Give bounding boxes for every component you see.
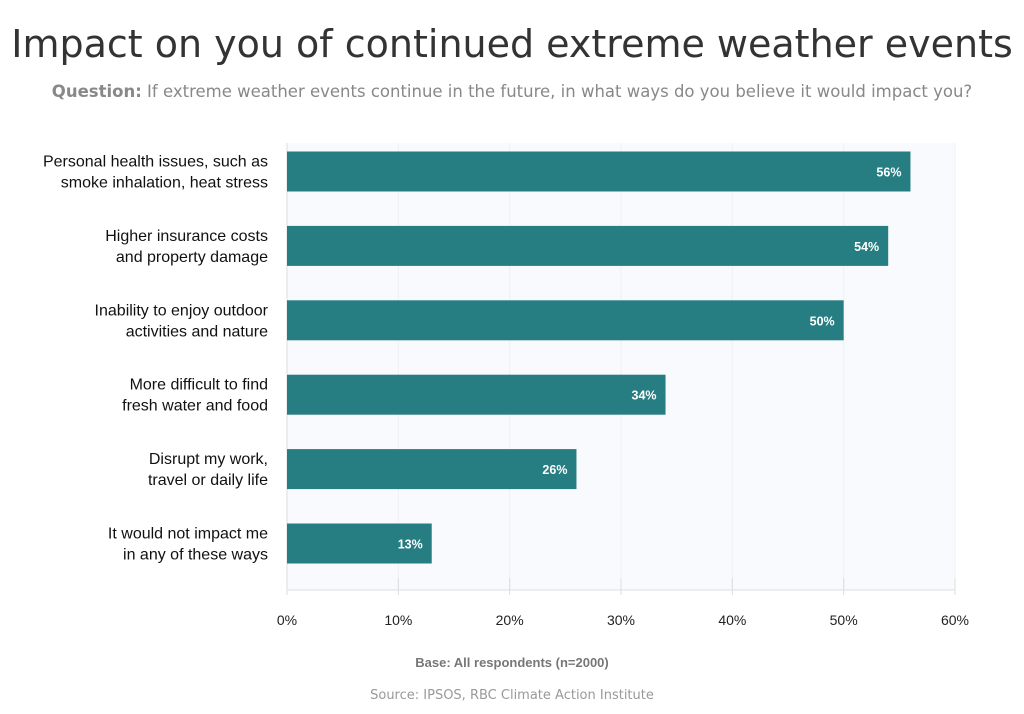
- bar: [287, 449, 577, 490]
- data-label: 13%: [398, 538, 423, 552]
- category-label: and property damage: [116, 249, 268, 266]
- x-tick-label: 20%: [496, 612, 524, 628]
- base-note: Base: All respondents (n=2000): [415, 655, 609, 670]
- category-label: smoke inhalation, heat stress: [61, 175, 268, 192]
- x-tick-label: 50%: [830, 612, 858, 628]
- bar: [287, 523, 432, 564]
- data-label: 56%: [876, 166, 901, 180]
- category-label: activities and nature: [126, 323, 268, 340]
- category-label: More difficult to find: [130, 377, 268, 394]
- x-tick-label: 60%: [941, 612, 969, 628]
- bar: [287, 225, 889, 266]
- subtitle-prefix: Question:: [51, 82, 142, 101]
- x-tick-label: 40%: [718, 612, 746, 628]
- bar: [287, 300, 844, 341]
- x-tick-label: 10%: [384, 612, 412, 628]
- data-label: 26%: [542, 463, 567, 477]
- chart-title: Impact on you of continued extreme weath…: [11, 22, 1013, 66]
- x-tick-label: 30%: [607, 612, 635, 628]
- bar: [287, 151, 911, 192]
- data-label: 34%: [632, 389, 657, 403]
- category-label: fresh water and food: [122, 398, 268, 415]
- data-label: 54%: [854, 240, 879, 254]
- category-label: Inability to enjoy outdoor: [95, 302, 269, 319]
- category-label: Disrupt my work,: [149, 451, 268, 468]
- subtitle-text: If extreme weather events continue in th…: [141, 82, 973, 101]
- category-label: travel or daily life: [148, 472, 268, 489]
- category-label: Higher insurance costs: [105, 228, 268, 245]
- category-label: It would not impact me: [108, 526, 268, 543]
- x-tick-label: 0%: [277, 612, 297, 628]
- category-label: Personal health issues, such as: [43, 154, 268, 171]
- category-label: in any of these ways: [123, 547, 268, 564]
- chart-subtitle: Question: If extreme weather events cont…: [0, 82, 1024, 101]
- data-label: 50%: [810, 314, 835, 328]
- bar: [287, 374, 666, 415]
- source-note: Source: IPSOS, RBC Climate Action Instit…: [370, 688, 654, 703]
